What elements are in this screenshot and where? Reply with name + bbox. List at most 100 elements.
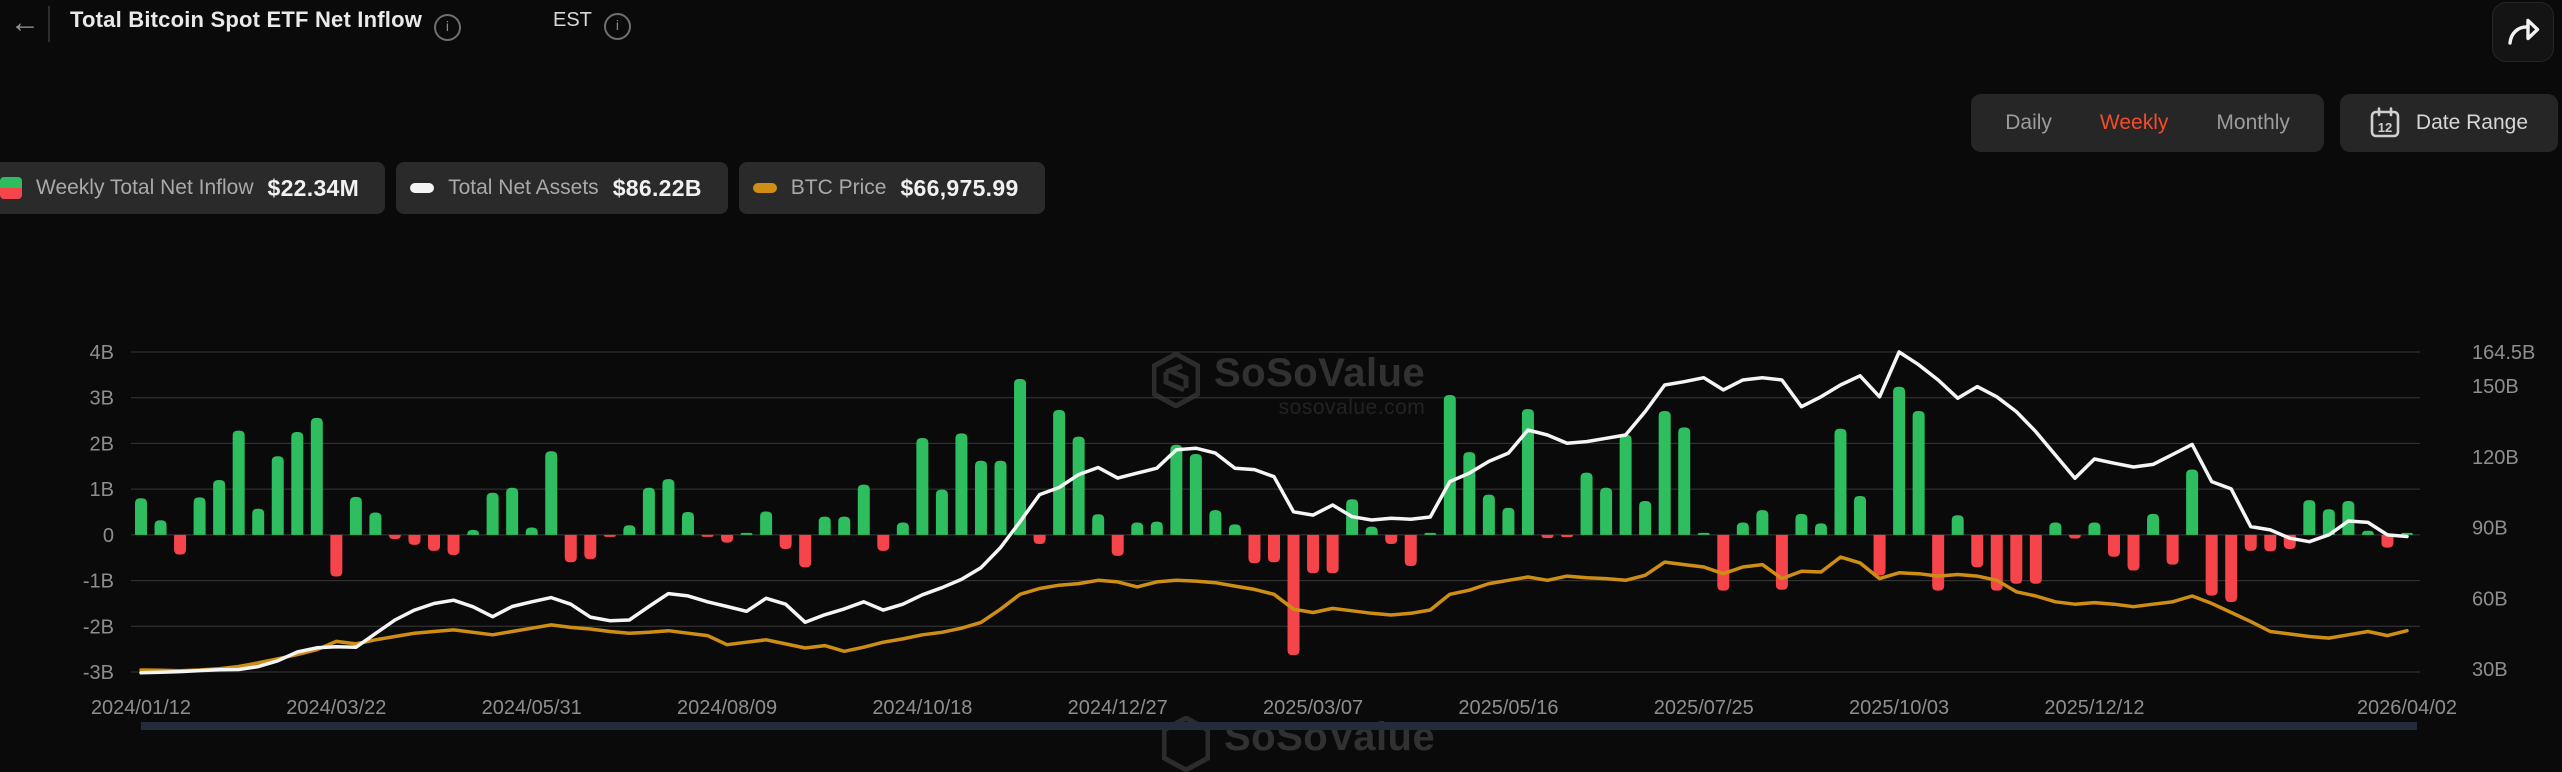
net-inflow-bar[interactable] xyxy=(1521,409,1534,535)
net-inflow-bar[interactable] xyxy=(2244,534,2257,551)
net-inflow-bar[interactable] xyxy=(1873,534,1886,576)
net-inflow-bar[interactable] xyxy=(740,532,753,535)
net-inflow-bar[interactable] xyxy=(310,417,323,535)
net-inflow-bar[interactable] xyxy=(1463,452,1476,535)
net-inflow-bar[interactable] xyxy=(1326,534,1339,574)
net-inflow-bar[interactable] xyxy=(232,430,245,535)
legend-item-btc-price[interactable]: BTC Price $66,975.99 xyxy=(738,162,1045,214)
net-inflow-bar[interactable] xyxy=(467,529,480,535)
btc-price-line[interactable] xyxy=(139,555,2409,673)
net-inflow-bar[interactable] xyxy=(1053,410,1066,535)
net-inflow-bar[interactable] xyxy=(2264,534,2277,552)
net-inflow-bar[interactable] xyxy=(1736,522,1749,535)
net-inflow-bar[interactable] xyxy=(193,497,206,535)
net-inflow-bar[interactable] xyxy=(857,484,870,535)
net-inflow-bar[interactable] xyxy=(2107,534,2120,557)
net-inflow-bar[interactable] xyxy=(955,433,968,535)
legend-item-net-assets[interactable]: Total Net Assets $86.22B xyxy=(396,162,728,214)
net-inflow-bar[interactable] xyxy=(1268,534,1280,563)
net-inflow-bar[interactable] xyxy=(721,534,734,543)
net-inflow-bar[interactable] xyxy=(1893,386,1906,535)
net-inflow-bar[interactable] xyxy=(388,534,401,539)
net-inflow-bar[interactable] xyxy=(2186,469,2199,535)
net-inflow-bar[interactable] xyxy=(603,534,616,537)
net-inflow-bar[interactable] xyxy=(2342,501,2355,535)
net-inflow-bar[interactable] xyxy=(1717,534,1730,591)
net-inflow-bar[interactable] xyxy=(2225,534,2238,603)
net-inflow-bar[interactable] xyxy=(2401,532,2413,535)
net-inflow-bar[interactable] xyxy=(330,534,343,577)
net-inflow-bar[interactable] xyxy=(1561,534,1574,538)
net-inflow-bar[interactable] xyxy=(916,437,929,535)
net-inflow-bar[interactable] xyxy=(1189,453,1202,535)
net-inflow-bar[interactable] xyxy=(1033,534,1046,544)
net-inflow-bar[interactable] xyxy=(2127,534,2140,571)
net-inflow-bar[interactable] xyxy=(799,534,812,568)
net-inflow-bar[interactable] xyxy=(349,496,362,535)
net-inflow-bar[interactable] xyxy=(1678,427,1691,535)
share-button[interactable] xyxy=(2492,2,2554,62)
net-inflow-bar[interactable] xyxy=(564,534,577,563)
net-inflow-bar[interactable] xyxy=(174,534,187,555)
chart-zoom-scrollbar[interactable] xyxy=(141,722,2417,730)
net-inflow-bar[interactable] xyxy=(896,522,909,535)
net-inflow-bar[interactable] xyxy=(1541,534,1554,539)
net-inflow-bar[interactable] xyxy=(2303,500,2316,535)
net-inflow-bar[interactable] xyxy=(1248,534,1261,564)
net-inflow-bar[interactable] xyxy=(994,460,1007,535)
net-inflow-bar[interactable] xyxy=(818,516,831,535)
net-inflow-bar[interactable] xyxy=(1834,428,1847,535)
net-inflow-bar[interactable] xyxy=(1756,510,1769,535)
legend-item-net-inflow[interactable]: Weekly Total Net Inflow $22.34M xyxy=(0,162,386,214)
net-inflow-bar[interactable] xyxy=(2049,522,2062,535)
net-inflow-bar[interactable] xyxy=(760,511,773,535)
net-inflow-bar[interactable] xyxy=(1131,522,1144,535)
net-inflow-bar[interactable] xyxy=(2147,513,2160,535)
net-inflow-bar[interactable] xyxy=(2068,534,2081,539)
net-inflow-bar[interactable] xyxy=(1600,487,1613,535)
net-inflow-bar[interactable] xyxy=(1580,472,1593,535)
net-inflow-bar[interactable] xyxy=(681,512,694,535)
net-inflow-bar[interactable] xyxy=(779,534,792,550)
net-inflow-bar[interactable] xyxy=(525,527,538,535)
net-assets-line[interactable] xyxy=(139,350,2409,675)
net-inflow-bar[interactable] xyxy=(1658,410,1671,535)
date-range-button[interactable]: 12 Date Range xyxy=(2339,94,2558,152)
net-inflow-bar[interactable] xyxy=(369,512,382,535)
net-inflow-bar[interactable] xyxy=(1072,436,1085,535)
net-inflow-bar[interactable] xyxy=(1697,532,1710,535)
net-inflow-bar[interactable] xyxy=(838,516,851,535)
tab-monthly[interactable]: Monthly xyxy=(2216,111,2290,134)
net-inflow-bar[interactable] xyxy=(1287,534,1300,656)
net-inflow-bar[interactable] xyxy=(662,479,675,535)
net-inflow-bar[interactable] xyxy=(271,456,284,535)
net-inflow-bar[interactable] xyxy=(2361,530,2374,535)
net-inflow-bar[interactable] xyxy=(1619,434,1632,535)
net-inflow-bar[interactable] xyxy=(877,534,890,551)
net-inflow-bar[interactable] xyxy=(1482,494,1495,535)
net-inflow-bar[interactable] xyxy=(1365,526,1378,535)
net-inflow-bar[interactable] xyxy=(1795,513,1808,535)
net-inflow-bar[interactable] xyxy=(1912,410,1925,535)
net-inflow-bar[interactable] xyxy=(1014,378,1027,535)
net-inflow-bar[interactable] xyxy=(1170,444,1183,535)
net-inflow-bar[interactable] xyxy=(584,534,597,560)
net-inflow-bar[interactable] xyxy=(1385,534,1398,544)
tab-daily[interactable]: Daily xyxy=(2005,111,2052,134)
net-inflow-bar[interactable] xyxy=(135,498,147,535)
net-inflow-bar[interactable] xyxy=(506,487,519,535)
net-inflow-bar[interactable] xyxy=(1111,534,1124,556)
net-inflow-bar[interactable] xyxy=(623,525,636,535)
net-inflow-bar[interactable] xyxy=(2381,534,2394,548)
net-inflow-bar[interactable] xyxy=(701,534,714,537)
etf-netinflow-chart[interactable]: 4B 3B 2B 1B 0 -1B -2B -3B 164.5B 150B 120B 90B 60B 30… xyxy=(0,0,2562,730)
net-inflow-bar[interactable] xyxy=(1307,534,1320,574)
net-inflow-bar[interactable] xyxy=(1971,534,1984,568)
net-inflow-bar[interactable] xyxy=(1150,521,1163,535)
net-inflow-bar[interactable] xyxy=(2088,522,2101,535)
net-inflow-bar[interactable] xyxy=(2205,534,2218,596)
net-inflow-bar[interactable] xyxy=(428,534,441,551)
net-inflow-bar[interactable] xyxy=(2166,534,2179,565)
net-inflow-bar[interactable] xyxy=(1228,524,1241,535)
net-inflow-bar[interactable] xyxy=(447,534,460,555)
